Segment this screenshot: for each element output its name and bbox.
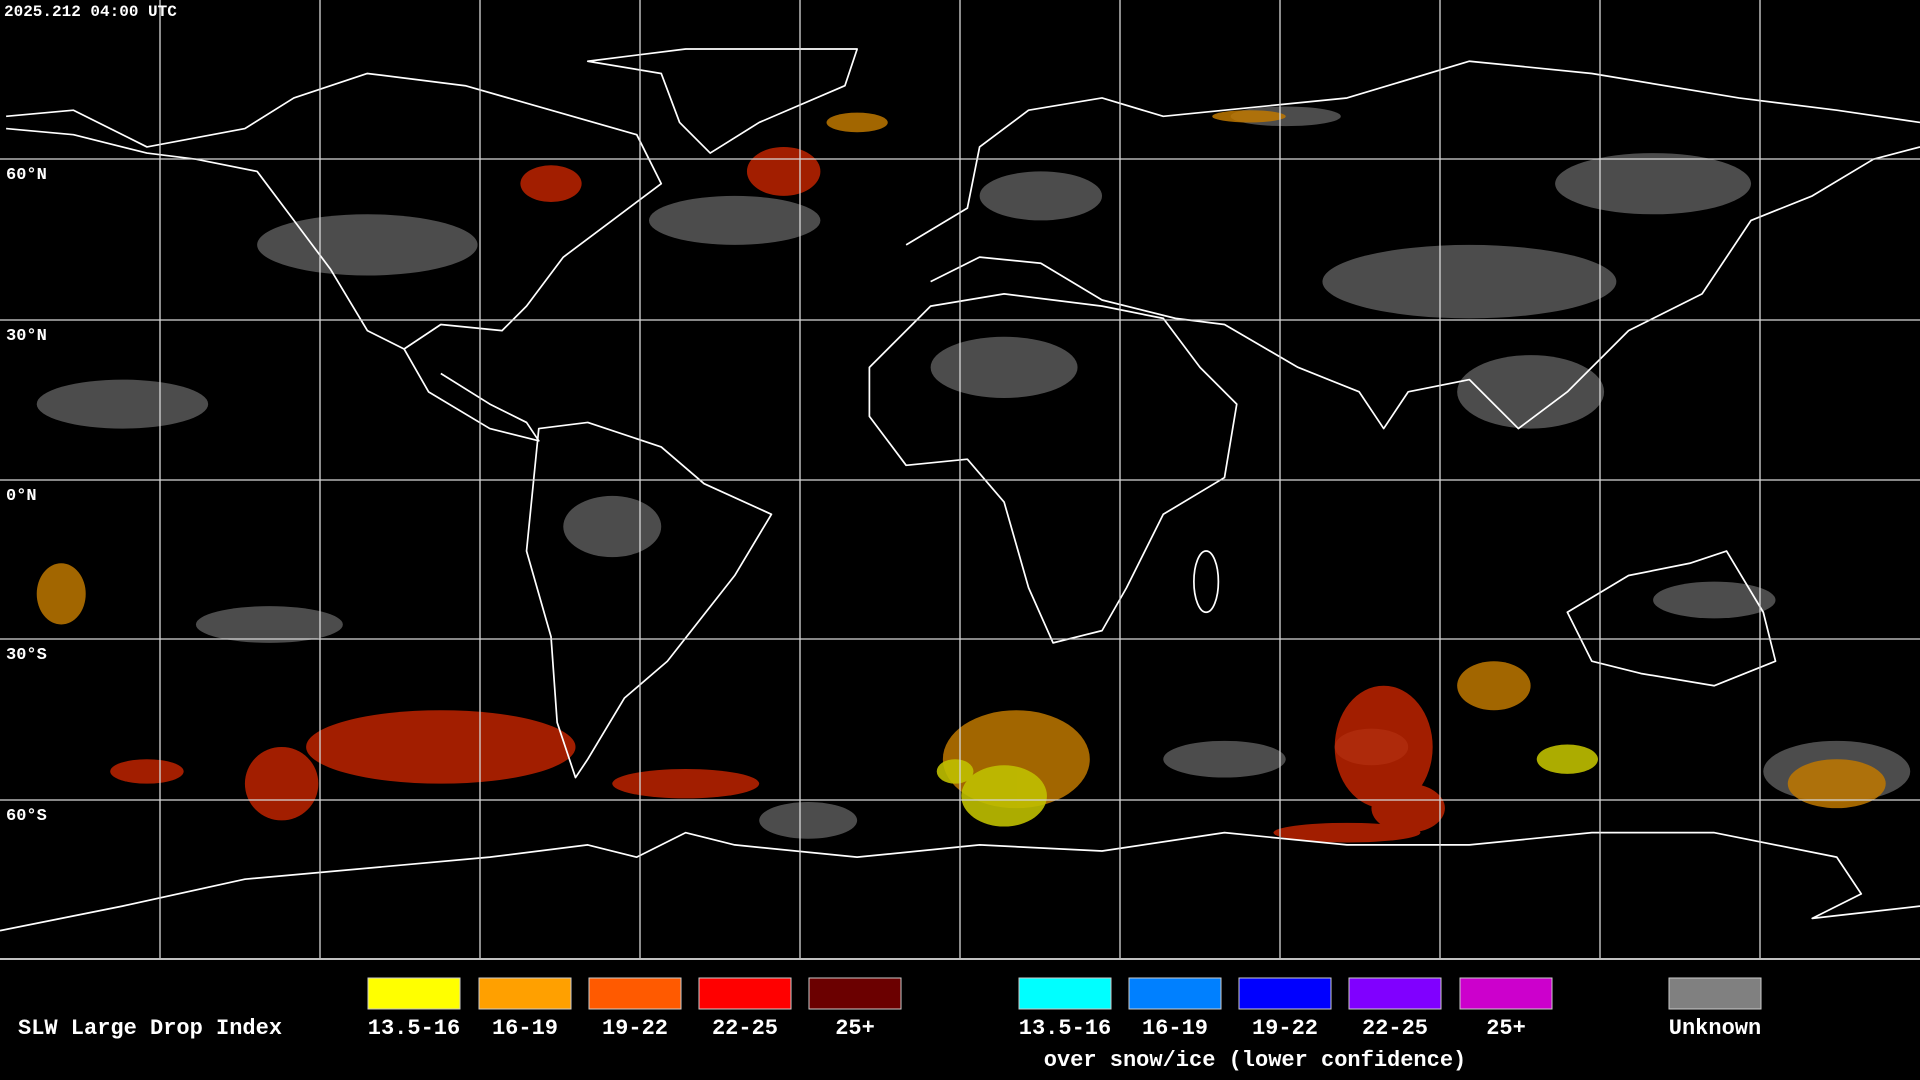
latitude-label: 30°N: [6, 327, 47, 346]
latitude-label: 30°S: [6, 646, 47, 665]
legend-label: 25+: [1486, 1016, 1526, 1041]
legend: 13.5-16 16-19 19-22 22-25 25+ 13.5-16 16-19 19-…: [367, 977, 1762, 1041]
snow-ice-note: over snow/ice (lower confidence): [1044, 1048, 1466, 1073]
map-layer: [0, 48, 1920, 932]
legend-label: 13.5-16: [1019, 1016, 1111, 1041]
legend-swatch: [1348, 977, 1442, 1010]
latitude-labels: 60°N 30°N 0°N 30°S 60°S: [6, 166, 47, 826]
coastlines: [0, 48, 1920, 932]
legend-swatch: [1128, 977, 1222, 1010]
latitude-label: 0°N: [6, 487, 37, 506]
legend-swatch: [1238, 977, 1332, 1010]
legend-swatch: [1018, 977, 1112, 1010]
timestamp: 2025.212 04:00 UTC: [4, 3, 177, 21]
legend-label: Unknown: [1669, 1016, 1761, 1041]
legend-label: 19-22: [602, 1016, 668, 1041]
legend-swatch: [1668, 977, 1762, 1010]
legend-label: 19-22: [1252, 1016, 1318, 1041]
legend-label: 16-19: [492, 1016, 558, 1041]
legend-swatch: [698, 977, 792, 1010]
latitude-label: 60°N: [6, 166, 47, 185]
legend-swatch: [588, 977, 682, 1010]
legend-label: 16-19: [1142, 1016, 1208, 1041]
legend-swatch: [367, 977, 461, 1010]
legend-swatch: [1459, 977, 1553, 1010]
legend-title: SLW Large Drop Index: [18, 1016, 282, 1041]
legend-label: 22-25: [712, 1016, 778, 1041]
latitude-label: 60°S: [6, 807, 47, 826]
legend-label: 22-25: [1362, 1016, 1428, 1041]
legend-label: 25+: [835, 1016, 875, 1041]
graticule: [0, 0, 1920, 960]
legend-label: 13.5-16: [368, 1016, 460, 1041]
legend-swatch: [478, 977, 572, 1010]
legend-swatch: [808, 977, 902, 1010]
imagery: [36, 106, 1911, 843]
